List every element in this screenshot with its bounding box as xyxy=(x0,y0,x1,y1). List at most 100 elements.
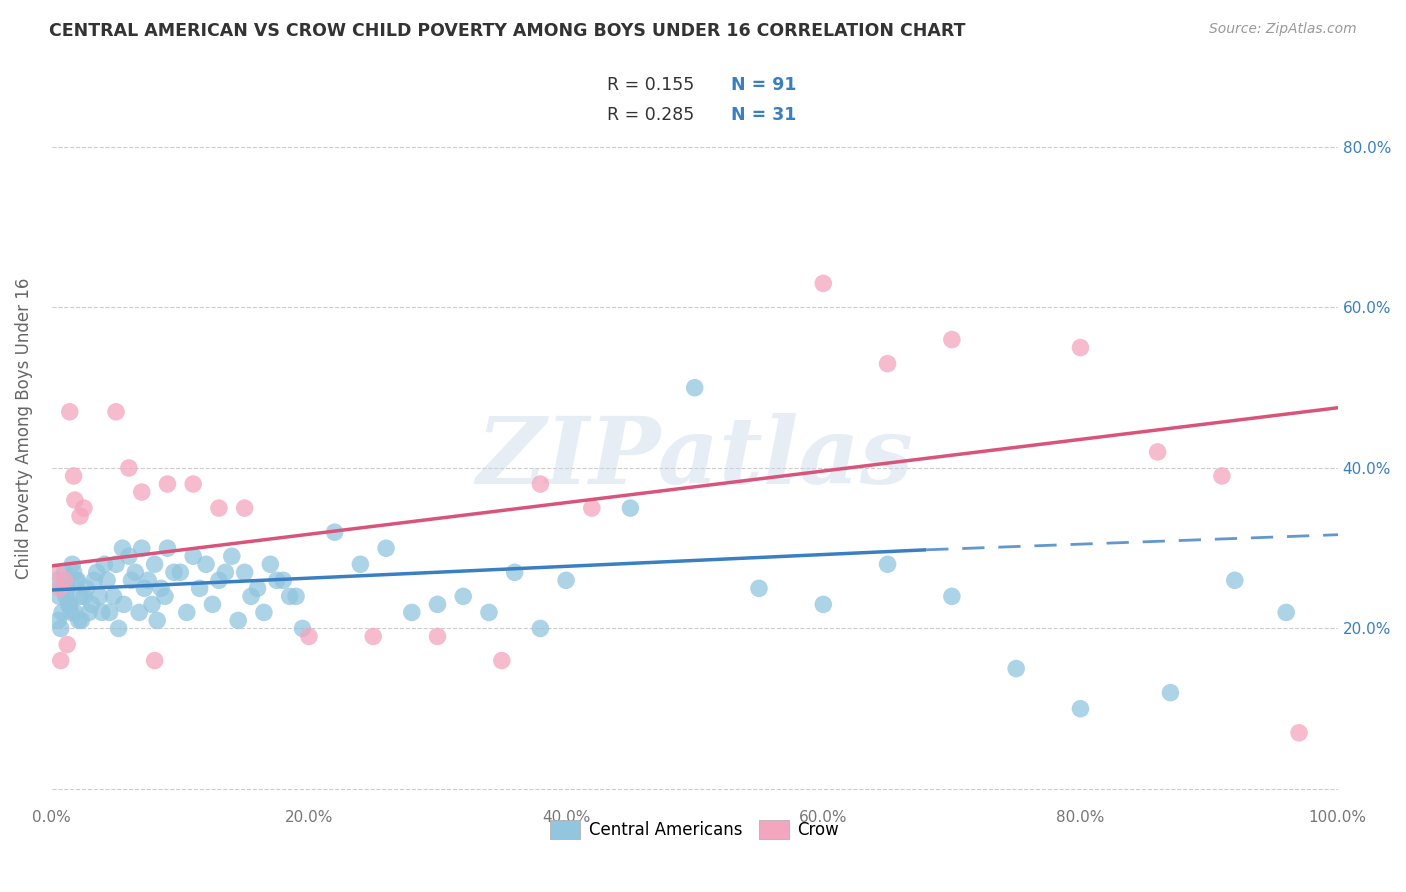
Point xyxy=(156,541,179,556)
Point xyxy=(96,574,118,588)
Text: R = 0.285: R = 0.285 xyxy=(607,106,695,124)
Text: CENTRAL AMERICAN VS CROW CHILD POVERTY AMONG BOYS UNDER 16 CORRELATION CHART: CENTRAL AMERICAN VS CROW CHILD POVERTY A… xyxy=(49,22,966,40)
Point xyxy=(813,277,835,291)
Point xyxy=(478,606,501,620)
Point xyxy=(426,630,449,644)
Point xyxy=(529,477,551,491)
Point xyxy=(683,381,706,395)
Point xyxy=(69,509,91,524)
Point xyxy=(188,582,211,596)
Point xyxy=(63,606,86,620)
Point xyxy=(375,541,398,556)
Point xyxy=(146,614,169,628)
Point xyxy=(141,598,163,612)
Point xyxy=(52,582,75,596)
Point xyxy=(53,574,76,588)
Point xyxy=(56,582,79,596)
Point xyxy=(240,590,263,604)
Point xyxy=(51,606,73,620)
Point xyxy=(105,558,128,572)
Point xyxy=(1275,606,1298,620)
Point xyxy=(285,590,308,604)
Text: N = 91: N = 91 xyxy=(731,76,796,94)
Point xyxy=(59,405,82,419)
Point xyxy=(153,590,176,604)
Point xyxy=(214,566,236,580)
Point xyxy=(86,566,108,580)
Point xyxy=(70,614,93,628)
Point xyxy=(426,598,449,612)
Point xyxy=(266,574,288,588)
Point xyxy=(941,333,963,347)
Point xyxy=(1223,574,1246,588)
Point xyxy=(169,566,191,580)
Point xyxy=(48,582,70,596)
Point xyxy=(128,606,150,620)
Point xyxy=(1211,469,1233,483)
Point xyxy=(80,598,103,612)
Point xyxy=(323,525,346,540)
Point xyxy=(131,485,153,500)
Point xyxy=(233,501,256,516)
Point xyxy=(298,630,321,644)
Text: N = 31: N = 31 xyxy=(731,106,796,124)
Point xyxy=(45,574,67,588)
Point xyxy=(66,574,89,588)
Point xyxy=(1159,686,1181,700)
Point xyxy=(98,606,121,620)
Point xyxy=(221,549,243,564)
Point xyxy=(1069,702,1091,716)
Point xyxy=(181,477,204,491)
Point xyxy=(73,590,96,604)
Text: ZIPatlas: ZIPatlas xyxy=(477,413,912,503)
Point xyxy=(451,590,474,604)
Point xyxy=(176,606,198,620)
Point xyxy=(555,574,578,588)
Point xyxy=(401,606,423,620)
Point xyxy=(69,590,91,604)
Point xyxy=(208,574,231,588)
Point xyxy=(63,493,86,508)
Point xyxy=(62,566,84,580)
Point xyxy=(1069,341,1091,355)
Point xyxy=(45,566,67,580)
Y-axis label: Child Poverty Among Boys Under 16: Child Poverty Among Boys Under 16 xyxy=(15,277,32,579)
Legend: Central Americans, Crow: Central Americans, Crow xyxy=(544,814,845,846)
Point xyxy=(619,501,641,516)
Point xyxy=(143,654,166,668)
Point xyxy=(76,582,98,596)
Point xyxy=(49,622,72,636)
Point xyxy=(150,582,173,596)
Text: R = 0.155: R = 0.155 xyxy=(607,76,695,94)
Point xyxy=(89,590,111,604)
Point xyxy=(361,630,384,644)
Point xyxy=(876,357,898,371)
Point xyxy=(259,558,281,572)
Point xyxy=(143,558,166,572)
Point xyxy=(83,574,105,588)
Point xyxy=(49,654,72,668)
Point xyxy=(48,590,70,604)
Point xyxy=(62,469,84,483)
Point xyxy=(246,582,269,596)
Point xyxy=(118,461,141,475)
Point xyxy=(103,590,125,604)
Point xyxy=(56,638,79,652)
Point xyxy=(118,549,141,564)
Point xyxy=(226,614,249,628)
Point xyxy=(748,582,770,596)
Point xyxy=(253,606,276,620)
Point xyxy=(278,590,301,604)
Point xyxy=(813,598,835,612)
Point xyxy=(491,654,513,668)
Point xyxy=(73,501,96,516)
Point xyxy=(93,558,115,572)
Point xyxy=(1288,726,1310,740)
Point xyxy=(124,566,146,580)
Point xyxy=(46,614,69,628)
Point xyxy=(271,574,294,588)
Point xyxy=(201,598,224,612)
Point xyxy=(163,566,186,580)
Point xyxy=(134,582,156,596)
Point xyxy=(876,558,898,572)
